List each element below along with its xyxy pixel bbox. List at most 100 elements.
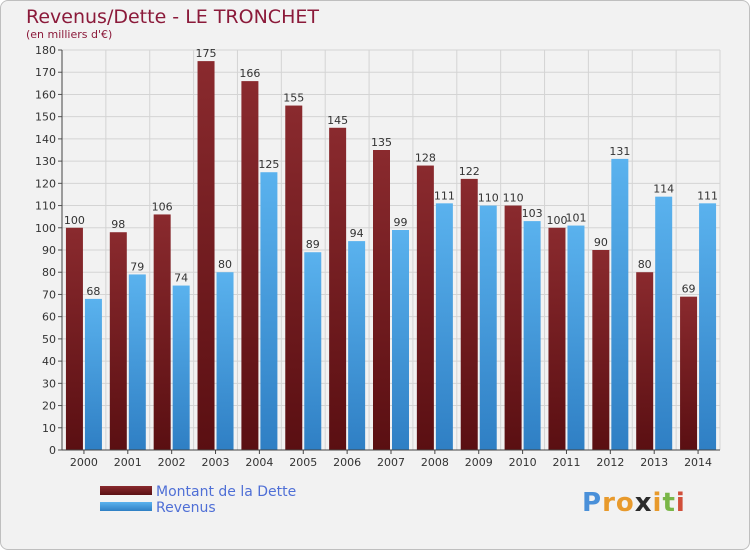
dette-bar bbox=[416, 165, 434, 451]
revenus-bar bbox=[260, 172, 278, 450]
dette-value-label: 122 bbox=[459, 165, 480, 178]
y-tick-label: 70 bbox=[42, 288, 56, 301]
logo-letter: i bbox=[675, 488, 686, 518]
dette-bar bbox=[636, 272, 654, 450]
revenus-bar bbox=[304, 252, 322, 450]
revenus-bar bbox=[128, 274, 146, 450]
dette-value-label: 100 bbox=[546, 214, 567, 227]
x-tick-label: 2002 bbox=[158, 456, 186, 469]
dette-bar bbox=[329, 127, 347, 451]
revenus-value-label: 68 bbox=[86, 285, 100, 298]
bars-layer bbox=[65, 61, 717, 451]
y-tick-label: 110 bbox=[35, 200, 56, 213]
revenus-value-label: 89 bbox=[306, 238, 320, 251]
dette-bar bbox=[504, 205, 522, 450]
dette-value-label: 100 bbox=[64, 214, 85, 227]
dette-value-label: 166 bbox=[239, 67, 260, 80]
y-tick-label: 20 bbox=[42, 400, 56, 413]
y-tick-label: 100 bbox=[35, 222, 56, 235]
dette-bar bbox=[109, 232, 127, 450]
x-tick-label: 2009 bbox=[465, 456, 493, 469]
x-tick-label: 2005 bbox=[289, 456, 317, 469]
revenus-bar bbox=[655, 196, 673, 450]
chart-subtitle: (en milliers d'€) bbox=[26, 28, 113, 41]
revenus-value-label: 131 bbox=[609, 145, 630, 158]
revenus-bar bbox=[172, 285, 190, 450]
x-tick-label: 2006 bbox=[333, 456, 361, 469]
dette-value-label: 90 bbox=[594, 236, 608, 249]
dette-bar bbox=[241, 81, 259, 450]
y-tick-label: 30 bbox=[42, 377, 56, 390]
dette-bar bbox=[65, 227, 83, 450]
dette-value-label: 175 bbox=[196, 47, 217, 60]
y-tick-label: 130 bbox=[35, 155, 56, 168]
y-tick-label: 60 bbox=[42, 311, 56, 324]
revenus-value-label: 114 bbox=[653, 183, 674, 196]
dette-value-label: 155 bbox=[283, 92, 304, 105]
logo-letter: o bbox=[615, 488, 635, 518]
dette-bar bbox=[548, 227, 566, 450]
x-tick-label: 2014 bbox=[684, 456, 712, 469]
dette-bar bbox=[680, 296, 698, 450]
revenus-value-label: 80 bbox=[218, 258, 232, 271]
x-tick-label: 2010 bbox=[509, 456, 537, 469]
y-tick-label: 140 bbox=[35, 133, 56, 146]
logo-letter: x bbox=[634, 488, 653, 518]
revenus-bar bbox=[348, 241, 366, 450]
revenus-bar bbox=[392, 230, 409, 450]
y-tick-label: 80 bbox=[42, 266, 56, 279]
revenus-value-label: 103 bbox=[522, 207, 543, 220]
x-tick-label: 2012 bbox=[596, 456, 624, 469]
dette-value-label: 80 bbox=[638, 258, 652, 271]
axis-layer: 0 10 20 30 40 50 60 70 80 90 100 110 120 130 140 150 160… bbox=[35, 44, 720, 469]
dette-value-label: 128 bbox=[415, 152, 436, 165]
legend-label-revenus: Revenus bbox=[156, 500, 216, 516]
x-tick-label: 2008 bbox=[421, 456, 449, 469]
revenus-value-label: 99 bbox=[394, 216, 408, 229]
y-tick-label: 160 bbox=[35, 88, 56, 101]
dette-value-label: 110 bbox=[503, 192, 524, 205]
x-tick-label: 2003 bbox=[202, 456, 230, 469]
revenus-bar bbox=[435, 203, 453, 450]
dette-bar bbox=[153, 214, 171, 450]
legend-label-dette: Montant de la Dette bbox=[156, 484, 297, 500]
y-tick-label: 120 bbox=[35, 177, 56, 190]
y-tick-label: 90 bbox=[42, 244, 56, 257]
chart-title: Revenus/Dette - LE TRONCHET bbox=[26, 6, 319, 28]
logo-letter: t bbox=[662, 488, 676, 518]
dette-value-label: 135 bbox=[371, 136, 392, 149]
dette-swatch bbox=[100, 486, 152, 495]
y-tick-label: 50 bbox=[42, 333, 56, 346]
logo-letter: i bbox=[652, 488, 663, 518]
y-tick-label: 180 bbox=[35, 44, 56, 57]
revenus-bar bbox=[611, 158, 629, 450]
revenus-bar bbox=[523, 221, 541, 450]
logo-letter: r bbox=[602, 488, 616, 518]
dette-bar bbox=[197, 61, 215, 450]
revenus-value-label: 74 bbox=[174, 272, 188, 285]
labels-layer: 100 68 98 79 106 74 175 80 166 125 155 89 145 94 135 99… bbox=[64, 47, 718, 298]
proxiti-logo: Proxiti bbox=[582, 488, 686, 518]
x-tick-label: 2011 bbox=[552, 456, 580, 469]
dette-value-label: 98 bbox=[111, 218, 125, 231]
dette-bar bbox=[460, 178, 478, 450]
revenus-bar bbox=[479, 205, 497, 450]
logo-letter: P bbox=[582, 488, 603, 518]
revenus-value-label: 111 bbox=[697, 189, 718, 202]
x-tick-label: 2004 bbox=[245, 456, 273, 469]
dette-value-label: 69 bbox=[682, 283, 696, 296]
dette-bar bbox=[592, 250, 610, 450]
revenus-bar bbox=[699, 203, 717, 450]
y-tick-label: 40 bbox=[42, 355, 56, 368]
x-tick-label: 2007 bbox=[377, 456, 405, 469]
x-tick-label: 2013 bbox=[640, 456, 668, 469]
revenus-swatch bbox=[100, 502, 152, 511]
x-tick-label: 2001 bbox=[114, 456, 142, 469]
revenus-value-label: 111 bbox=[434, 189, 455, 202]
revenus-bar bbox=[216, 272, 234, 450]
dette-bar bbox=[373, 150, 390, 450]
y-tick-label: 170 bbox=[35, 66, 56, 79]
revenus-value-label: 79 bbox=[130, 260, 144, 273]
y-tick-label: 150 bbox=[35, 111, 56, 124]
